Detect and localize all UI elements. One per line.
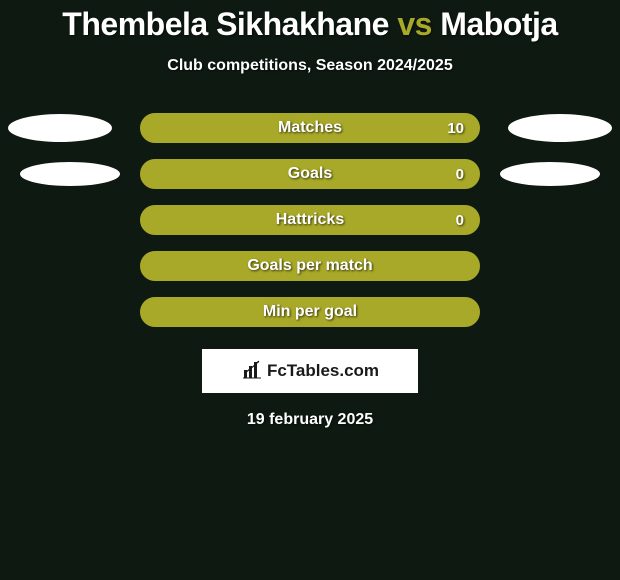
subtitle: Club competitions, Season 2024/2025 bbox=[0, 57, 620, 75]
stat-label: Hattricks bbox=[276, 211, 344, 229]
stat-value: 10 bbox=[447, 120, 464, 137]
stat-bar: Hattricks 0 bbox=[140, 205, 480, 235]
stat-rows: Matches 10 Goals 0 Hattricks 0 Goals per match… bbox=[0, 113, 620, 327]
vs-separator: vs bbox=[397, 6, 432, 42]
page-title: Thembela Sikhakhane vs Mabotja bbox=[0, 6, 620, 43]
stat-label: Min per goal bbox=[263, 303, 357, 321]
left-ellipse bbox=[8, 114, 112, 142]
stat-row: Goals per match bbox=[0, 251, 620, 281]
stat-row: Min per goal bbox=[0, 297, 620, 327]
stat-bar: Matches 10 bbox=[140, 113, 480, 143]
logo-text: FcTables.com bbox=[267, 361, 379, 381]
player2-name: Mabotja bbox=[440, 6, 557, 42]
stat-label: Goals per match bbox=[247, 257, 372, 275]
player1-name: Thembela Sikhakhane bbox=[62, 6, 389, 42]
date-line: 19 february 2025 bbox=[0, 411, 620, 429]
right-ellipse bbox=[508, 114, 612, 142]
comparison-card: Thembela Sikhakhane vs Mabotja Club comp… bbox=[0, 0, 620, 429]
stat-value: 0 bbox=[456, 166, 464, 183]
stat-row: Hattricks 0 bbox=[0, 205, 620, 235]
stat-row: Matches 10 bbox=[0, 113, 620, 143]
bars-icon bbox=[241, 358, 263, 385]
stat-bar: Goals per match bbox=[140, 251, 480, 281]
stat-label: Matches bbox=[278, 119, 342, 137]
stat-value: 0 bbox=[456, 212, 464, 229]
stat-label: Goals bbox=[288, 165, 332, 183]
stat-row: Goals 0 bbox=[0, 159, 620, 189]
stat-bar: Min per goal bbox=[140, 297, 480, 327]
left-ellipse bbox=[20, 162, 120, 186]
stat-bar: Goals 0 bbox=[140, 159, 480, 189]
logo-box: FcTables.com bbox=[202, 349, 418, 393]
right-ellipse bbox=[500, 162, 600, 186]
